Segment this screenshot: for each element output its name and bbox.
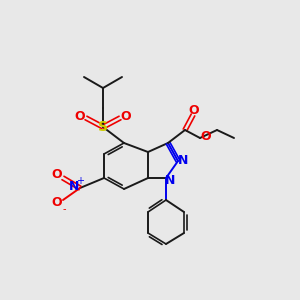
Text: S: S: [98, 120, 108, 134]
Text: N: N: [178, 154, 188, 166]
Text: O: O: [75, 110, 85, 124]
Text: N: N: [69, 181, 79, 194]
Text: N: N: [165, 173, 175, 187]
Text: +: +: [76, 176, 84, 186]
Text: O: O: [52, 169, 62, 182]
Text: O: O: [189, 103, 199, 116]
Text: -: -: [62, 204, 66, 214]
Text: O: O: [201, 130, 211, 143]
Text: O: O: [52, 196, 62, 209]
Text: O: O: [121, 110, 131, 124]
